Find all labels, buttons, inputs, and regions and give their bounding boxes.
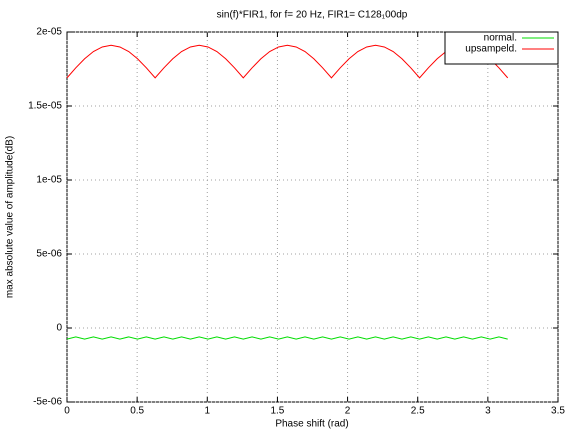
y-tick-label: 1e-05	[36, 175, 62, 186]
legend-label: upsampeld.	[465, 44, 517, 55]
x-tick-label: 0	[64, 406, 70, 417]
series-line	[66, 336, 508, 340]
y-tick-label: 2e-05	[36, 27, 62, 38]
y-tick-label: 1.5e-05	[28, 101, 62, 112]
x-tick-label: 3.5	[551, 406, 565, 417]
x-tick-label: 0.5	[130, 406, 144, 417]
series-line	[66, 44, 509, 79]
y-tick-label: 0	[56, 323, 62, 334]
legend-box	[444, 31, 559, 65]
y-axis-label: max absolute value of amplitude(dB)	[5, 136, 16, 298]
legend-label: normal.	[484, 33, 517, 44]
x-tick-label: 3	[485, 406, 491, 417]
x-tick-label: 2.5	[411, 406, 425, 417]
x-axis-label: Phase shift (rad)	[275, 419, 348, 430]
x-tick-label: 1	[205, 406, 211, 417]
y-tick-label: -5e-06	[33, 397, 62, 408]
y-tick-label: 5e-06	[36, 249, 62, 260]
x-tick-label: 2	[345, 406, 351, 417]
plot-frame	[66, 31, 559, 403]
x-tick-label: 1.5	[270, 406, 284, 417]
chart-title: sin(f)*FIR1, for f= 20 Hz, FIR1= C128₁00…	[217, 10, 408, 21]
